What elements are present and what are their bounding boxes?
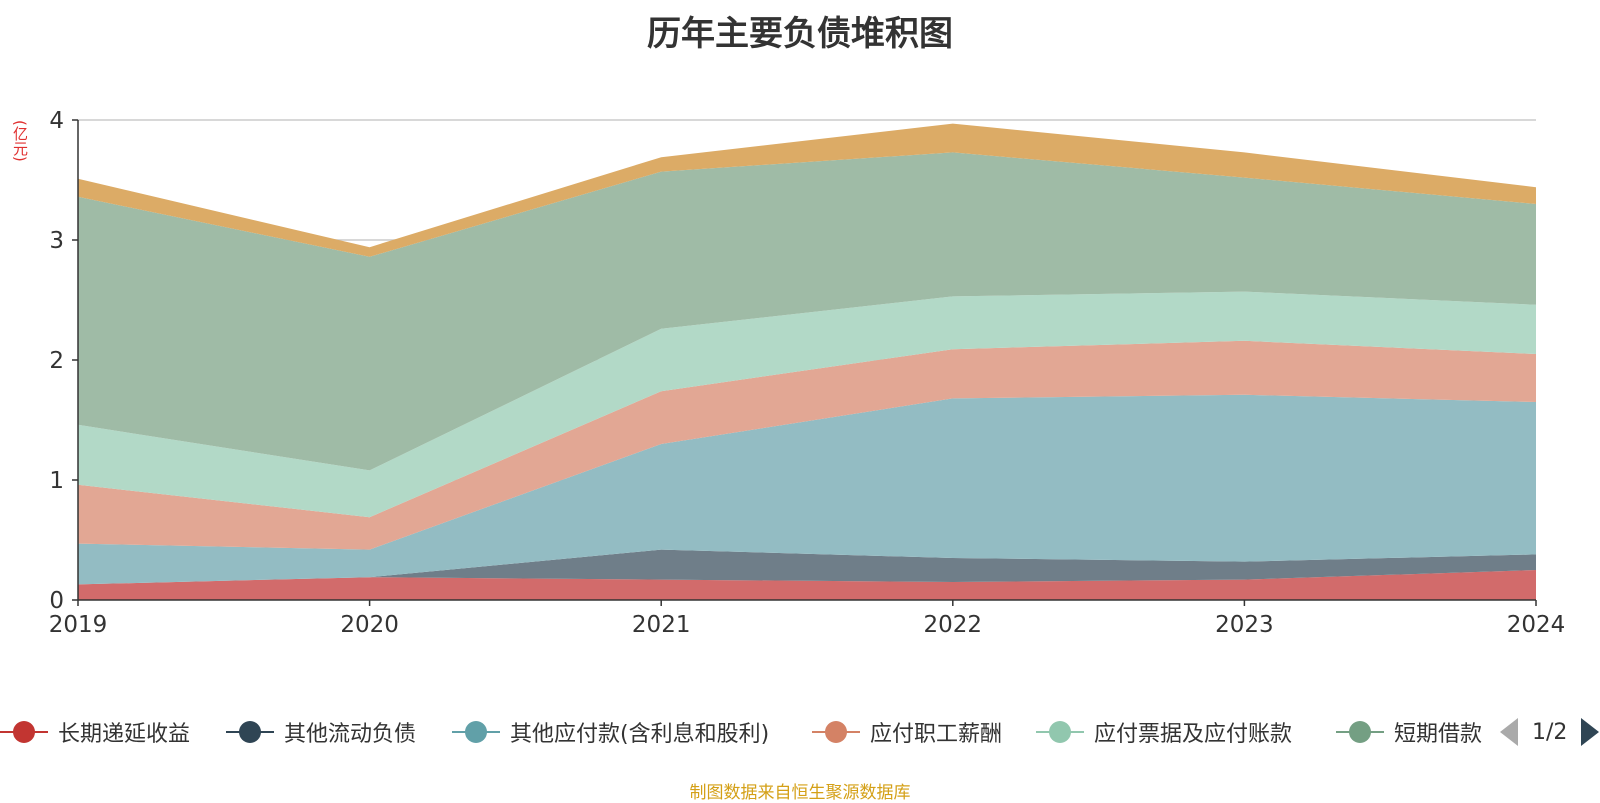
area-series-2 [78,394,1536,585]
legend-marker-icon [1336,712,1384,752]
axes [72,119,1537,606]
y-tick-label-3: 3 [49,228,64,254]
stacked-area-chart: 0 1 2 3 4 2019 2020 2021 2022 2023 2024 [49,108,1566,638]
x-tick-label-2: 2021 [632,612,691,638]
legend-marker-icon [1036,712,1084,752]
x-tick-label-0: 2019 [49,612,108,638]
data-source-note: 制图数据来自恒生聚源数据库 [689,783,911,803]
legend-marker-icon [0,712,48,752]
y-tick-label-2: 2 [49,348,64,374]
legend-label: 其他流动负债 [284,722,417,747]
legend: 长期递延收益 其他流动负债 其他应付款(含利息和股利) 应付职工薪酬 应付票据及应付账款… [0,712,1600,752]
area-series [78,123,1536,600]
y-axis-unit-label: (亿元) [2,120,32,180]
legend-pager: 1/2 [1500,712,1600,752]
area-series-1 [78,549,1536,585]
y-tick-label-4: 4 [49,108,64,134]
legend-item-3[interactable]: 应付职工薪酬 [812,712,1002,752]
x-tick-label-1: 2020 [340,612,399,638]
area-series-5 [78,152,1536,471]
x-tick-label-5: 2024 [1507,612,1566,638]
y-axis-unit-text: (亿元) [11,120,29,162]
legend-marker-icon [226,712,274,752]
x-tick-label-3: 2022 [924,612,983,638]
chart-title: 历年主要负债堆积图 [647,14,953,54]
y-tick-label-1: 1 [49,468,64,494]
area-series-6 [78,123,1536,257]
legend-item-5[interactable]: 短期借款 [1336,712,1482,752]
legend-item-2[interactable]: 其他应付款(含利息和股利) [452,712,769,752]
legend-label: 应付票据及应付账款 [1094,722,1293,747]
legend-label: 长期递延收益 [58,722,191,747]
y-tick-labels: 0 1 2 3 4 [49,108,64,614]
legend-label: 短期借款 [1394,722,1482,747]
area-series-3 [78,340,1536,550]
legend-page-indicator: 1/2 [1532,719,1568,745]
area-series-4 [78,291,1536,518]
legend-marker-icon [812,712,860,752]
legend-item-0[interactable]: 长期递延收益 [0,712,190,752]
legend-marker-icon [452,712,500,752]
legend-label: 其他应付款(含利息和股利) [510,722,770,747]
x-tick-label-4: 2023 [1215,612,1274,638]
y-tick-label-0: 0 [49,588,64,614]
x-tick-labels: 2019 2020 2021 2022 2023 2024 [49,612,1566,638]
legend-label: 应付职工薪酬 [870,722,1003,747]
legend-prev-page-icon[interactable] [1500,718,1518,746]
area-series-0 [78,570,1536,600]
legend-next-page-icon[interactable] [1581,718,1600,746]
legend-item-4[interactable]: 应付票据及应付账款 [1036,712,1292,752]
legend-items: 长期递延收益 其他流动负债 其他应付款(含利息和股利) 应付职工薪酬 应付票据及应付账款… [0,712,1482,752]
legend-item-1[interactable]: 其他流动负债 [226,712,416,752]
